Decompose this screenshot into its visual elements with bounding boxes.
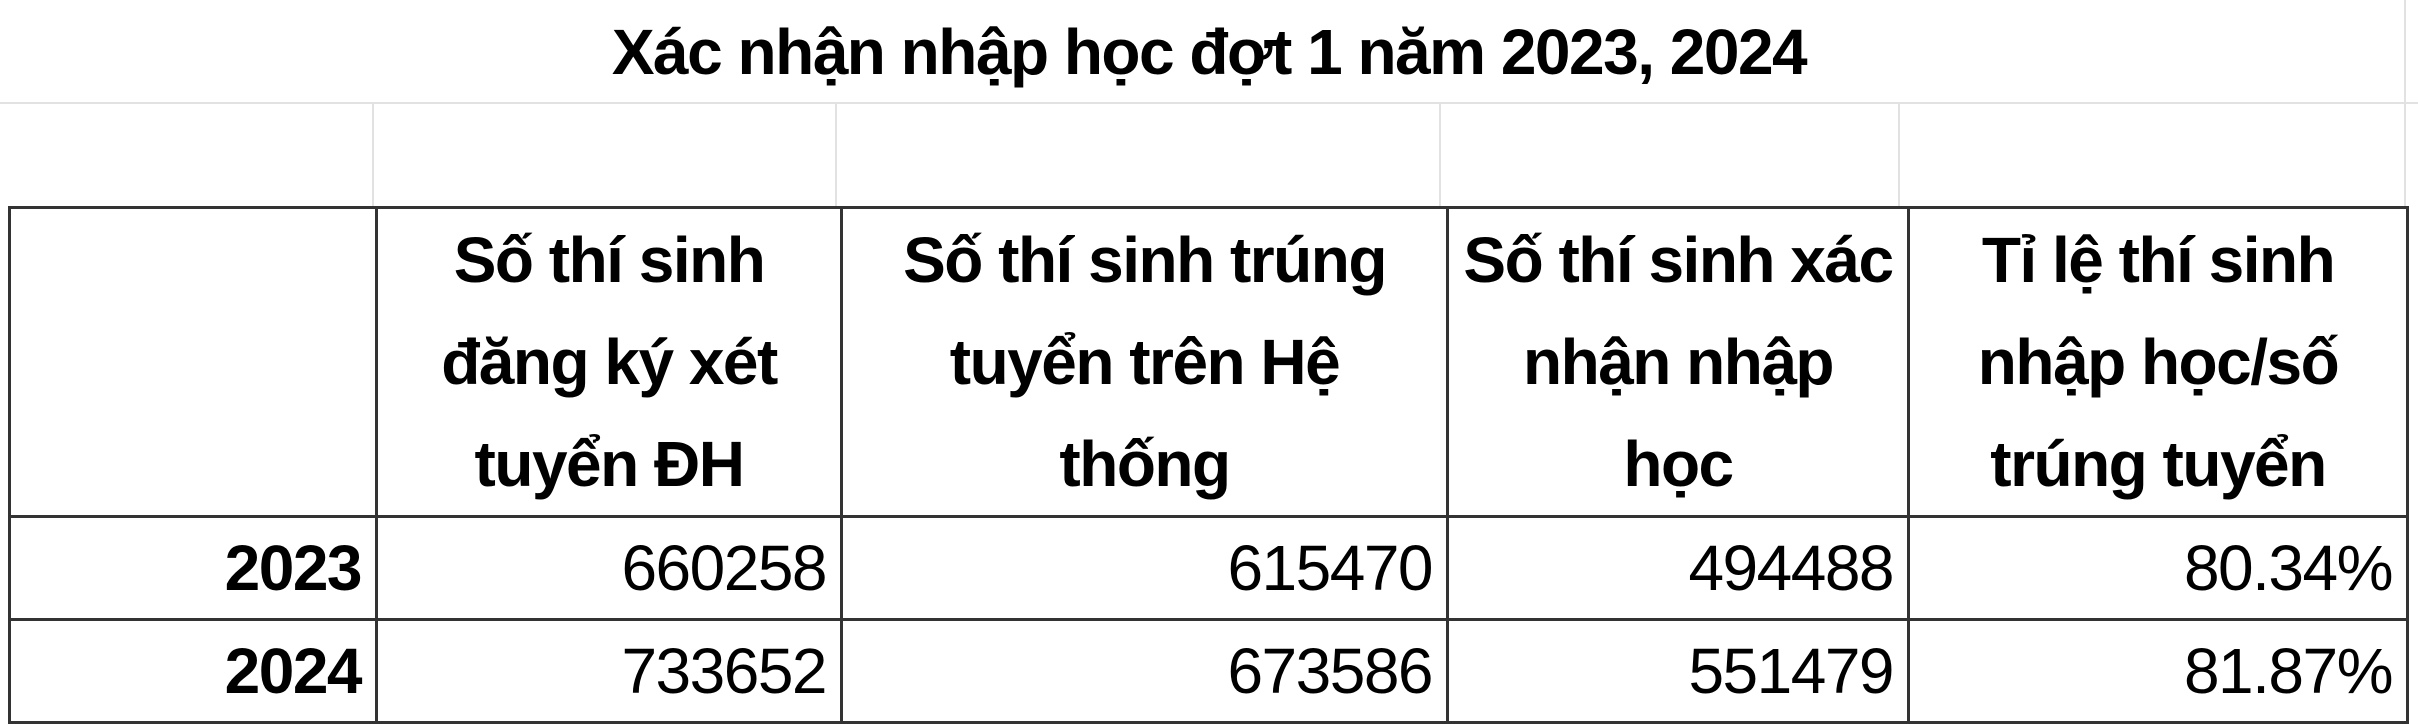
gridline: [0, 102, 2418, 104]
header-cell[interactable]: [8, 206, 378, 518]
value-cell[interactable]: 494488: [1446, 515, 1910, 621]
value-cell[interactable]: 81.87%: [1907, 618, 2409, 724]
value-cell[interactable]: 733652: [375, 618, 843, 724]
value-cell[interactable]: 615470: [840, 515, 1449, 621]
header-cell[interactable]: Số thí sinh trúng tuyển trên Hệ thống: [840, 206, 1449, 518]
header-cell[interactable]: Số thí sinh xác nhận nhập học: [1446, 206, 1910, 518]
header-row: Số thí sinh đăng ký xét tuyển ĐH Số thí …: [8, 206, 2409, 518]
admission-table: Số thí sinh đăng ký xét tuyển ĐH Số thí …: [8, 206, 2409, 724]
year-cell[interactable]: 2024: [8, 618, 378, 724]
table-row: 2024 733652 673586 551479 81.87%: [8, 618, 2409, 724]
value-cell[interactable]: 673586: [840, 618, 1449, 724]
value-cell[interactable]: 660258: [375, 515, 843, 621]
table-row: 2023 660258 615470 494488 80.34%: [8, 515, 2409, 621]
sheet-title: Xác nhận nhập học đợt 1 năm 2023, 2024: [611, 15, 1808, 88]
value-cell[interactable]: 551479: [1446, 618, 1910, 724]
value-cell[interactable]: 80.34%: [1907, 515, 2409, 621]
header-cell[interactable]: Số thí sinh đăng ký xét tuyển ĐH: [375, 206, 843, 518]
header-cell[interactable]: Tỉ lệ thí sinh nhập học/số trúng tuyển: [1907, 206, 2409, 518]
year-cell[interactable]: 2023: [8, 515, 378, 621]
